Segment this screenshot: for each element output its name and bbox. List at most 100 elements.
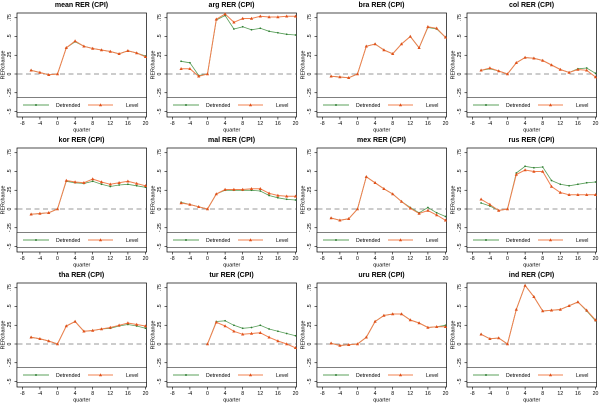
y-tick-label: .75: [457, 284, 463, 291]
y-axis-label: RERchange: [1, 50, 7, 79]
level-marker: [514, 61, 518, 65]
y-tick-label: -.5: [457, 378, 463, 384]
x-tick-label: 0: [356, 256, 359, 262]
chart-title: kor RER (CPI): [58, 137, 105, 144]
level-marker: [91, 328, 95, 332]
x-tick-label: 4: [74, 391, 77, 397]
detrended-marker: [524, 165, 526, 168]
detrended-marker: [294, 334, 297, 337]
detrended-marker: [285, 332, 288, 335]
y-tick-label: .25: [457, 187, 463, 194]
legend-detrended-label: Detrended: [356, 373, 380, 379]
detrended-marker: [268, 30, 270, 33]
y-tick-label: -.5: [307, 108, 313, 114]
chart-title: uru RER (CPI): [358, 272, 405, 279]
level-marker: [399, 199, 404, 203]
y-tick-label: .5: [7, 304, 13, 308]
legend-level-marker: [548, 238, 553, 242]
y-tick-label: .75: [157, 149, 163, 156]
legend-level-label: Level: [426, 103, 438, 109]
level-marker: [188, 202, 192, 206]
chart-title: ind RER (CPI): [508, 272, 555, 279]
x-tick-label: 4: [224, 391, 227, 397]
x-tick-label: 16: [125, 121, 131, 127]
y-tick-label: .25: [7, 322, 13, 329]
x-tick-label: -4: [338, 391, 343, 397]
level-marker: [479, 197, 483, 201]
level-marker: [258, 14, 262, 18]
x-tick-label: 16: [275, 256, 281, 262]
level-marker: [99, 180, 104, 184]
y-tick-label: .25: [457, 52, 463, 59]
x-tick-label: 20: [443, 121, 449, 127]
y-tick-label: .5: [307, 34, 313, 38]
level-marker: [135, 322, 139, 326]
level-marker: [82, 329, 86, 333]
y-tick-label: 0: [307, 342, 313, 345]
y-axis-label: RERchange: [301, 320, 307, 349]
y-tick-label: -.5: [7, 108, 13, 114]
legend-detrended-marker: [485, 239, 487, 241]
level-marker: [126, 49, 130, 53]
legend-level-marker: [98, 238, 103, 242]
x-tick-label: -8: [320, 121, 325, 127]
detrended-marker: [144, 327, 147, 330]
x-tick-label: 0: [206, 256, 209, 262]
x-tick-label: 16: [575, 391, 581, 397]
x-tick-label: 8: [541, 391, 544, 397]
level-marker: [541, 58, 545, 62]
x-axis-label: quarter: [73, 128, 90, 134]
legend-level-label: Level: [576, 373, 588, 379]
y-tick-label: -.5: [457, 243, 463, 249]
panel-mal: mal RER (CPI) .75 .5 .25 0 -.25 -.5 -8 -4 0 4 8 12 1…: [150, 135, 300, 270]
y-tick-label: .5: [457, 169, 463, 173]
level-marker: [143, 324, 148, 328]
x-tick-label: 4: [74, 121, 77, 127]
level-marker: [488, 337, 492, 341]
x-tick-label: -8: [320, 256, 325, 262]
level-marker: [426, 208, 430, 212]
level-marker: [479, 68, 483, 72]
level-marker: [382, 48, 386, 52]
x-tick-label: 20: [593, 121, 599, 127]
level-marker: [188, 67, 192, 71]
legend-box: [466, 232, 597, 248]
level-marker: [126, 179, 130, 183]
x-tick-label: -8: [470, 256, 475, 262]
level-marker: [276, 15, 280, 19]
chart-title: col RER (CPI): [508, 2, 555, 9]
level-marker: [205, 72, 210, 76]
y-tick-label: 0: [7, 207, 13, 210]
legend-box: [316, 367, 447, 383]
detrended-marker: [268, 194, 270, 197]
level-marker: [267, 191, 271, 195]
x-tick-label: -8: [20, 391, 25, 397]
detrended-marker: [294, 199, 297, 201]
detrended-marker: [594, 181, 597, 183]
level-marker: [567, 70, 571, 74]
x-tick-label: 0: [506, 256, 509, 262]
y-axis-label: RERchange: [1, 320, 7, 349]
level-marker: [329, 216, 333, 220]
detrended-marker: [427, 206, 429, 209]
level-marker: [329, 74, 333, 78]
detrended-marker: [550, 179, 553, 182]
legend-level-marker: [98, 373, 103, 377]
x-tick-label: -4: [188, 121, 193, 127]
level-marker: [338, 343, 342, 347]
legend-level-marker: [398, 373, 403, 377]
legend-detrended-label: Detrended: [56, 103, 80, 109]
x-tick-label: 20: [143, 391, 149, 397]
detrended-marker: [118, 184, 120, 186]
chart-title: tur RER (CPI): [209, 272, 254, 279]
legend-level-marker: [548, 103, 553, 107]
chart-title: mean RER (CPI): [54, 2, 109, 9]
x-tick-label: 16: [125, 256, 131, 262]
y-axis-label: RERchange: [301, 50, 307, 79]
level-marker: [532, 56, 536, 60]
detrended-marker: [568, 184, 570, 187]
level-marker: [408, 318, 412, 322]
level-marker: [179, 67, 183, 71]
level-marker: [549, 184, 554, 188]
level-marker: [293, 194, 298, 198]
